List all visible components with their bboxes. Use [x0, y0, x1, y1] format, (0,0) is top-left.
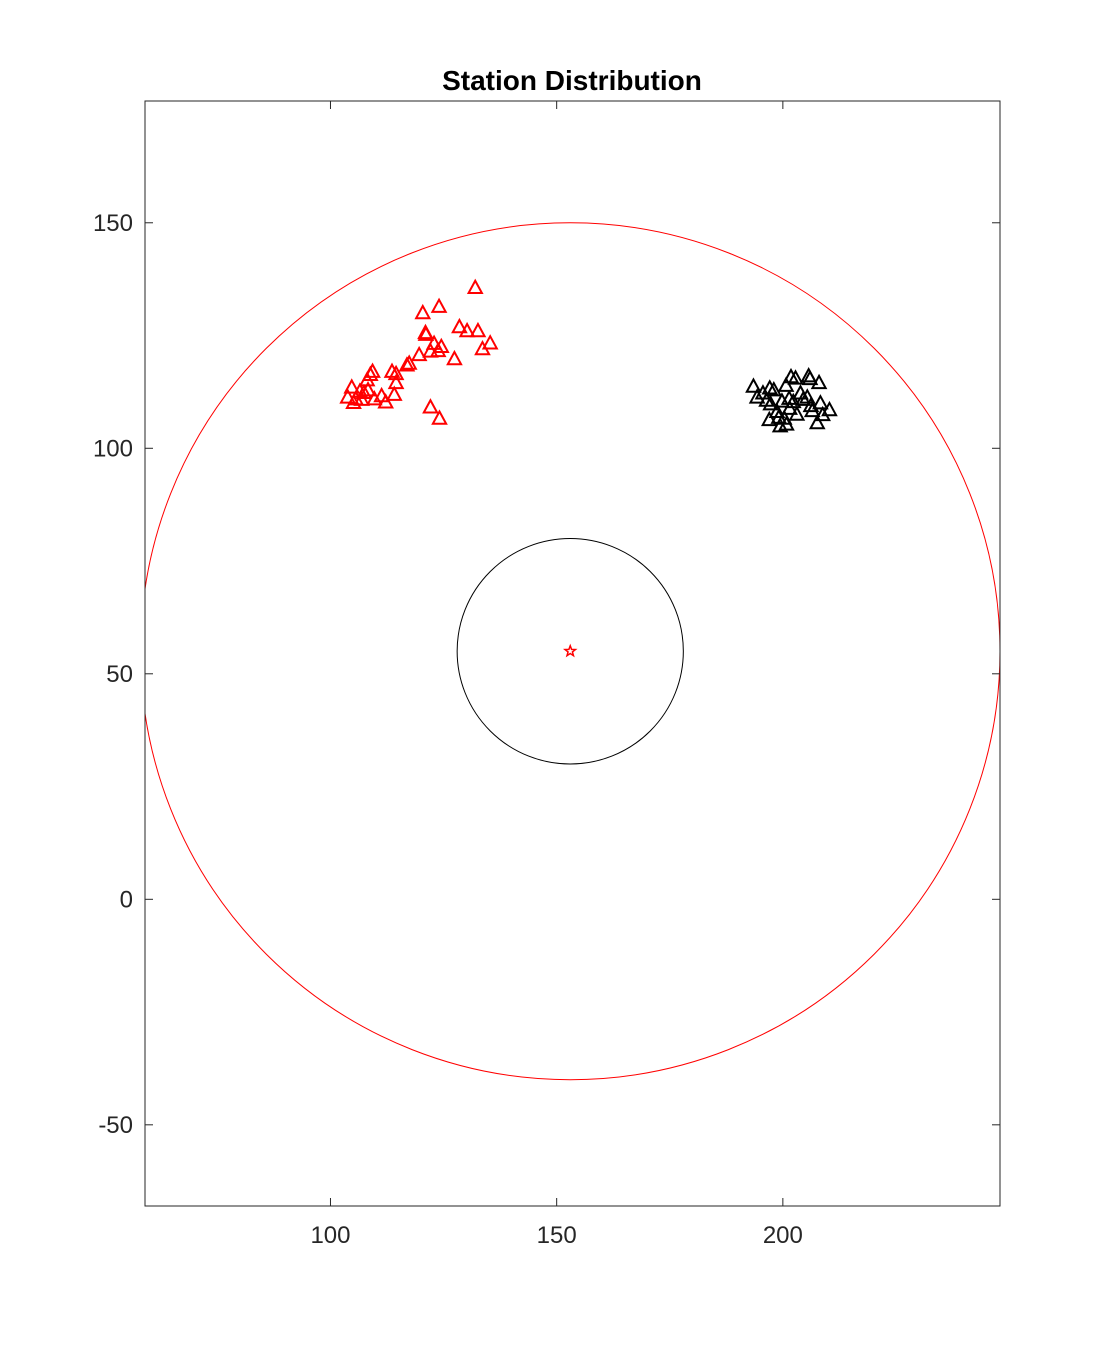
black-station-marker [768, 402, 786, 419]
red-station-marker [383, 362, 401, 378]
black-station-marker [787, 369, 804, 385]
y-tick-label: 0 [120, 886, 133, 913]
outer-radius-circle [145, 222, 1000, 1081]
black-station-marker [773, 392, 791, 408]
red-station-marker [385, 385, 403, 401]
black-station-marker [803, 401, 821, 418]
black-station-marker [761, 379, 779, 395]
red-station-marker [466, 278, 484, 294]
red-station-marker [458, 321, 476, 338]
y-tick-label: 50 [106, 661, 133, 688]
y-tick-label: 150 [93, 210, 133, 237]
red-station-marker [400, 354, 418, 370]
black-station-marker [808, 413, 826, 430]
red-station-marker [343, 378, 361, 394]
red-station-marker [339, 388, 356, 404]
red-station-marker [364, 362, 381, 378]
red-station-marker [430, 297, 448, 313]
black-station-marker [745, 377, 762, 393]
black-station-marker [798, 388, 816, 404]
red-station-marker [432, 337, 450, 354]
y-tick-label: -50 [98, 1112, 133, 1139]
red-station-marker [431, 409, 448, 425]
black-station-marker [814, 405, 831, 422]
x-tick-label: 150 [537, 1222, 577, 1249]
black-station-marker [801, 369, 819, 386]
red-station-marker [410, 345, 428, 362]
black-station-marker [771, 417, 789, 433]
y-tick-label: 100 [93, 435, 133, 462]
axes-box [144, 100, 1001, 1207]
red-station-marker [417, 325, 435, 341]
center-star-marker [562, 643, 578, 658]
red-station-marker [345, 393, 362, 409]
chart-title: Station Distribution [442, 65, 702, 96]
red-station-marker [377, 393, 394, 409]
red-station-marker [469, 321, 487, 338]
black-station-marker [765, 381, 783, 397]
black-station-marker [784, 392, 802, 409]
red-station-marker [398, 356, 416, 372]
red-station-marker [451, 317, 468, 334]
black-station-marker [762, 394, 779, 411]
red-station-marker [422, 398, 439, 414]
red-station-marker [425, 334, 443, 350]
black-station-marker [812, 394, 829, 410]
x-tick-label: 200 [763, 1222, 803, 1249]
x-tick-label: 100 [310, 1222, 350, 1249]
red-station-marker [353, 390, 371, 406]
black-station-marker [748, 388, 766, 404]
black-station-marker [782, 367, 800, 384]
black-station-marker [777, 376, 795, 392]
black-station-marker [802, 396, 820, 413]
red-station-marker [359, 381, 377, 397]
black-station-marker [821, 400, 838, 417]
red-station-marker [414, 303, 432, 320]
black-station-marker [810, 373, 828, 390]
red-station-marker [446, 349, 463, 366]
black-station-marker [788, 405, 806, 421]
inner-radius-circle [456, 537, 684, 765]
black-station-marker [794, 390, 812, 406]
black-station-marker [760, 410, 778, 427]
red-station-marker [387, 373, 405, 390]
red-station-marker [387, 364, 405, 381]
red-station-marker [481, 334, 499, 350]
